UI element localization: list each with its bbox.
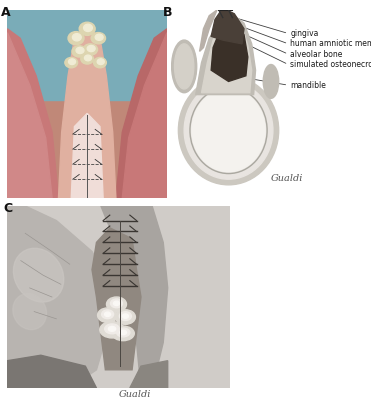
Text: gingiva: gingiva (290, 29, 319, 38)
Ellipse shape (91, 32, 105, 44)
Polygon shape (201, 19, 252, 93)
Ellipse shape (72, 46, 86, 57)
Ellipse shape (87, 46, 95, 52)
Ellipse shape (111, 299, 122, 308)
Ellipse shape (120, 330, 127, 335)
Polygon shape (7, 10, 167, 100)
Ellipse shape (79, 22, 95, 35)
Ellipse shape (106, 297, 127, 312)
Ellipse shape (115, 310, 135, 324)
Ellipse shape (68, 32, 84, 45)
Ellipse shape (172, 40, 197, 93)
Polygon shape (7, 10, 167, 198)
Ellipse shape (108, 326, 116, 331)
Polygon shape (211, 21, 248, 82)
Ellipse shape (116, 328, 130, 337)
Ellipse shape (102, 310, 114, 319)
Polygon shape (200, 10, 217, 51)
Ellipse shape (100, 322, 124, 338)
Ellipse shape (95, 34, 103, 40)
Polygon shape (7, 32, 52, 198)
Polygon shape (92, 228, 141, 370)
Ellipse shape (119, 312, 131, 320)
Polygon shape (7, 206, 230, 388)
Ellipse shape (13, 294, 47, 330)
Polygon shape (211, 8, 244, 44)
Polygon shape (7, 29, 59, 198)
Text: alveolar bone: alveolar bone (290, 50, 343, 59)
Ellipse shape (85, 55, 92, 61)
Ellipse shape (72, 34, 81, 41)
Ellipse shape (184, 82, 273, 179)
Ellipse shape (65, 58, 78, 68)
Ellipse shape (105, 312, 111, 316)
Ellipse shape (112, 326, 134, 341)
Text: Gualdi: Gualdi (271, 174, 303, 183)
Ellipse shape (105, 324, 119, 334)
Polygon shape (7, 355, 96, 388)
Text: A: A (1, 6, 11, 19)
Text: B: B (163, 6, 173, 19)
Polygon shape (122, 32, 167, 198)
Ellipse shape (69, 59, 76, 64)
Polygon shape (116, 29, 167, 198)
Ellipse shape (83, 24, 92, 32)
Ellipse shape (81, 54, 93, 64)
Polygon shape (59, 25, 116, 198)
Ellipse shape (178, 76, 279, 185)
Text: human amniotic membrane: human amniotic membrane (290, 39, 371, 48)
Text: C: C (3, 202, 12, 215)
Ellipse shape (98, 308, 118, 322)
Text: simulated osteonecrosis site: simulated osteonecrosis site (290, 60, 371, 69)
Polygon shape (196, 16, 256, 95)
Ellipse shape (76, 47, 84, 54)
Polygon shape (101, 206, 168, 388)
Ellipse shape (97, 59, 104, 64)
Ellipse shape (114, 301, 119, 306)
Polygon shape (130, 361, 168, 388)
Ellipse shape (192, 89, 265, 172)
Ellipse shape (83, 44, 98, 55)
Text: Gualdi: Gualdi (119, 390, 151, 399)
Ellipse shape (174, 44, 194, 89)
Ellipse shape (13, 248, 64, 302)
Ellipse shape (122, 314, 128, 318)
Polygon shape (7, 206, 110, 388)
Text: mandible: mandible (290, 81, 326, 90)
Ellipse shape (93, 58, 106, 68)
Ellipse shape (263, 64, 279, 98)
Polygon shape (71, 114, 103, 198)
